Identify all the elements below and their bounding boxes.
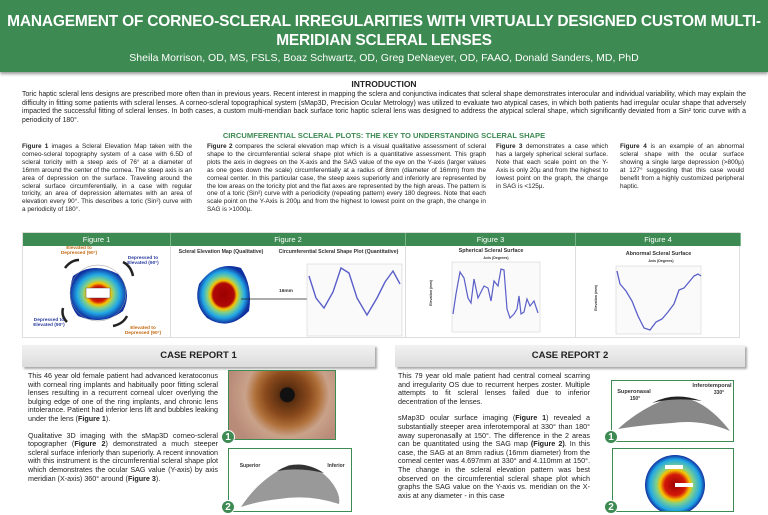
- fig4-x-label: Axis (Degrees): [648, 259, 674, 263]
- text: sMap3D ocular surface imaging (: [398, 413, 516, 423]
- case-report-1-text: This 46 year old female patient had adva…: [28, 371, 218, 491]
- fig1-label-top-right: Depressed to Elevated (90°): [127, 256, 159, 266]
- figure3-description: Figure 3 demonstrates a case which has a…: [496, 143, 608, 190]
- figure1-description: Figure 1 images a Scleral Elevation Map …: [22, 143, 192, 214]
- case2-3d-scan-image: Superonasal 150° Inferotemporal 330°: [611, 380, 734, 442]
- case1-badge-1: 1: [221, 430, 235, 444]
- text: ).: [155, 473, 161, 483]
- fig2-map-title: Scleral Elevation Map (Qualitative): [178, 249, 264, 255]
- label-150: 150°: [629, 396, 641, 402]
- figure-ref: Figure 3: [496, 143, 523, 150]
- fig3-y-label: Elevation (mm): [429, 280, 433, 306]
- scleral-surface-3d-image: [241, 464, 340, 507]
- figure-ref: Figure 1: [515, 413, 547, 423]
- fig3-graphics: [451, 261, 541, 333]
- label-inferotemporal: Inferotemporal: [692, 383, 732, 389]
- case2-badge-1: 1: [604, 430, 618, 444]
- figure-ref: Figure 1: [22, 143, 49, 150]
- case2-paragraph-1: This 79 year old male patient had centra…: [398, 371, 590, 406]
- figure-ref: Figure 1: [77, 413, 106, 423]
- text: ).: [105, 413, 111, 423]
- label-inferior: Inferior: [327, 463, 345, 469]
- figure4-description: Figure 4 is an example of an abnormal sc…: [620, 143, 744, 190]
- fig2-graphics: [197, 263, 403, 337]
- figure2-content: Scleral Elevation Map (Qualitative) Circ…: [171, 246, 406, 338]
- fig2-plot-title: Circumferential Scleral Shape Plot (Quan…: [278, 249, 399, 255]
- poster-authors: Sheila Morrison, OD, MS, FSLS, Boaz Schw…: [129, 52, 639, 64]
- fig4-y-label: Elevation (mm): [594, 285, 598, 311]
- case1-paragraph-1: This 46 year old female patient had adva…: [28, 371, 218, 424]
- figure-ref: Figure 4: [620, 143, 647, 150]
- label-superonasal: Superonasal: [617, 389, 651, 395]
- sag-map-image: [645, 455, 705, 511]
- figure4-header: Figure 4: [576, 233, 741, 246]
- text: This 46 year old female patient had adva…: [28, 371, 218, 423]
- figure-ref: Figure 3: [127, 473, 156, 483]
- figure1-content: Elevated to Depressed (90°) Depressed to…: [23, 246, 171, 338]
- fig3-shape-plot-line: [452, 268, 539, 320]
- fig2-marker: 16mm: [279, 289, 293, 294]
- case-report-2-text: This 79 year old male patient had centra…: [398, 371, 590, 508]
- fig4-title: Abnormal Scleral Surface: [625, 251, 692, 257]
- fig1-label-bottom-right: Elevated to Depressed (90°): [124, 326, 162, 336]
- figure-ref: (Figure 2): [530, 439, 565, 449]
- intro-text: Toric haptic scleral lens designs are pr…: [22, 91, 746, 124]
- fig3-x-label: Axis (Degrees): [483, 256, 509, 260]
- figure2-description: Figure 2 compares the scleral elevation …: [207, 143, 486, 214]
- intro-heading: INTRODUCTION: [351, 79, 417, 89]
- fig4-shape-plot-line: [616, 270, 702, 331]
- case1-3d-scan-image: Superior Inferior: [228, 448, 352, 512]
- poster-header: MANAGEMENT OF CORNEO-SCLERAL IRREGULARIT…: [0, 0, 768, 72]
- figure3-header: Figure 3: [406, 233, 576, 246]
- text: ) demonstrated a much steeper scleral su…: [28, 439, 218, 483]
- text: . In this case, the SAG at an 8mm radius…: [398, 439, 591, 500]
- scleral-elevation-map-figure1: [61, 258, 135, 328]
- figures-panel: Figure 1 Figure 2 Figure 3 Figure 4 Elev…: [22, 232, 741, 338]
- description-text: images a Scleral Elevation Map taken wit…: [22, 143, 192, 214]
- case-report-2-heading: CASE REPORT 2: [395, 345, 745, 367]
- fig4-graphics: [615, 265, 702, 335]
- figure1-header: Figure 1: [23, 233, 171, 246]
- figure-ref: Figure 2: [207, 143, 233, 150]
- text: ) revealed a substantially steeper area …: [398, 413, 590, 449]
- description-text: demonstrates a case which has a largely …: [496, 143, 609, 190]
- figure2-header: Figure 2: [171, 233, 406, 246]
- description-text: compares the scleral elevation map which…: [207, 143, 487, 214]
- text: Qualitative 3D imaging with the sMap3D c…: [28, 430, 218, 449]
- figure4-content: Abnormal Scleral Surface Axis (Degrees) …: [576, 246, 741, 338]
- fig1-label-bottom-left: Depressed to Elevated (90°): [33, 318, 65, 328]
- fig2-shape-plot-line: [308, 266, 401, 317]
- figure3-content: Spherical Scleral Surface Axis (Degrees)…: [406, 246, 576, 338]
- figure-ref: Figure 2: [74, 439, 106, 449]
- description-text: is an example of an abnormal scleral sha…: [620, 143, 744, 190]
- fig1-label-top-left: Elevated to Depressed (90°): [60, 246, 98, 256]
- case1-eye-photo: [228, 370, 336, 440]
- case1-paragraph-2: Qualitative 3D imaging with the sMap3D c…: [28, 430, 218, 484]
- ocular-surface-3d-image: [618, 396, 730, 431]
- case2-sag-map: [612, 448, 734, 512]
- case-report-1-heading: CASE REPORT 1: [22, 345, 375, 367]
- circumferential-heading: CIRCUMFERENTIAL SCLERAL PLOTS: THE KEY T…: [222, 131, 546, 140]
- fig3-title: Spherical Scleral Surface: [458, 248, 524, 254]
- poster-title: MANAGEMENT OF CORNEO-SCLERAL IRREGULARIT…: [7, 13, 761, 49]
- label-330: 330°: [713, 390, 725, 396]
- label-superior: Superior: [239, 463, 261, 469]
- case2-paragraph-2: sMap3D ocular surface imaging (Figure 1)…: [398, 414, 590, 500]
